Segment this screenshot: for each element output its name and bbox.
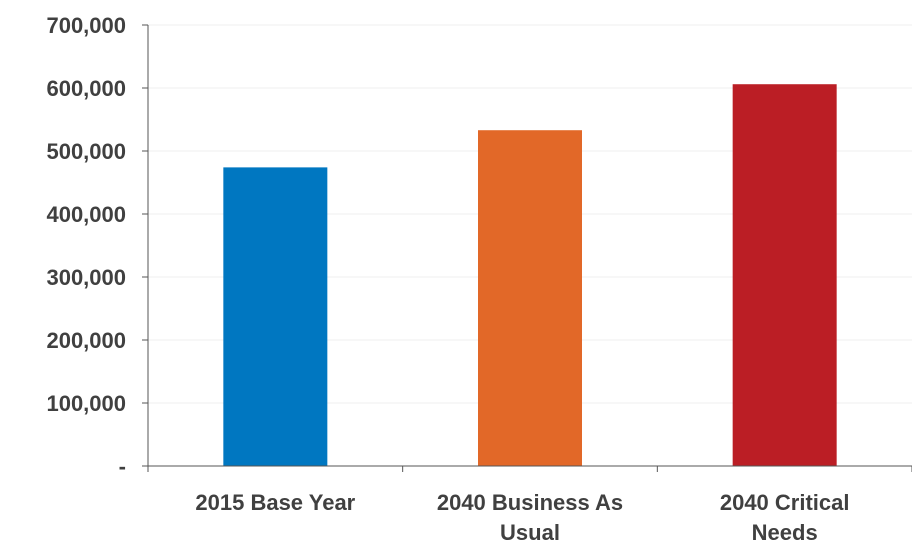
x-axis-labels: 2015 Base Year 2040 Business As Usual 2040 … bbox=[195, 490, 849, 545]
x-axis bbox=[147, 25, 912, 472]
bar bbox=[223, 167, 328, 466]
bar bbox=[478, 130, 582, 466]
y-tick-label: 600,000 bbox=[46, 76, 126, 101]
y-tick-label: 200,000 bbox=[46, 328, 126, 353]
x-tick-label: 2015 Base Year bbox=[195, 490, 355, 515]
x-tick-label: 2040 Critical Needs bbox=[720, 490, 850, 545]
y-axis-ticks: - 100,000 200,000 300,000 400,000 500,000 600,… bbox=[46, 13, 148, 479]
bar bbox=[732, 84, 837, 466]
y-tick-label: 500,000 bbox=[46, 139, 126, 164]
x-tick-label: 2040 Business As Usual bbox=[437, 490, 623, 545]
y-tick-label: - bbox=[119, 454, 126, 479]
bars bbox=[223, 84, 837, 466]
y-tick-label: 700,000 bbox=[46, 13, 126, 38]
y-tick-label: 100,000 bbox=[46, 391, 126, 416]
y-tick-label: 300,000 bbox=[46, 265, 126, 290]
y-tick-label: 400,000 bbox=[46, 202, 126, 227]
